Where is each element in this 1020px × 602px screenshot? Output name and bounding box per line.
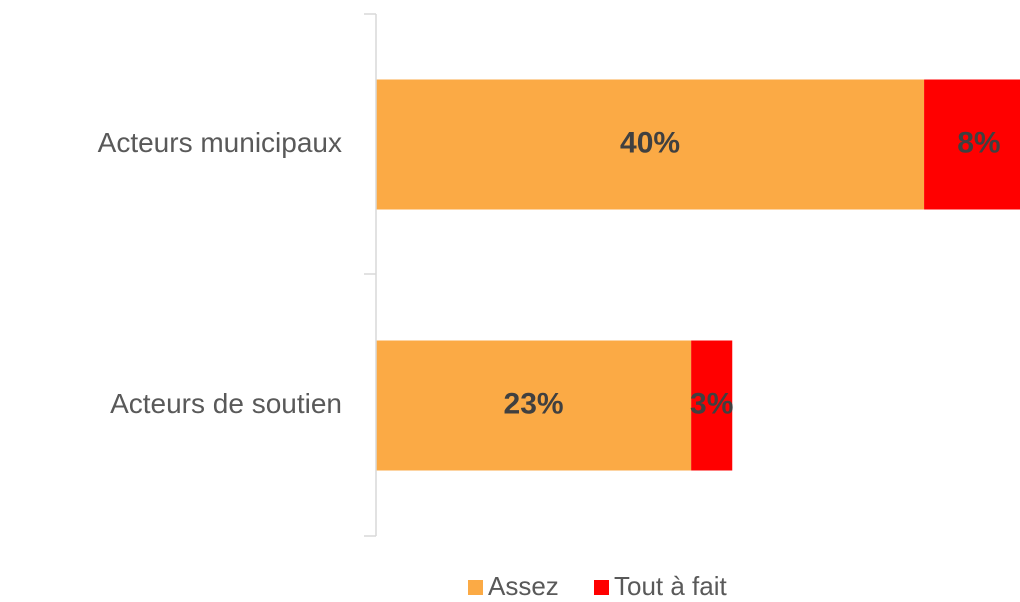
value-label: 23% bbox=[504, 387, 564, 420]
plot-area bbox=[376, 79, 1020, 471]
bar-segment bbox=[376, 340, 692, 471]
value-label: 8% bbox=[957, 126, 1000, 159]
category-label: Acteurs de soutien bbox=[110, 388, 342, 419]
value-label: 3% bbox=[690, 387, 733, 420]
bar-segment bbox=[376, 79, 925, 210]
legend-label: Tout à fait bbox=[614, 571, 728, 601]
value-label: 40% bbox=[620, 126, 680, 159]
legend-swatch bbox=[594, 580, 609, 595]
category-label: Acteurs municipaux bbox=[98, 127, 342, 158]
bar-segment bbox=[924, 79, 1020, 210]
bar-segment bbox=[691, 340, 733, 471]
category-axis bbox=[364, 13, 377, 537]
legend-swatch bbox=[468, 580, 483, 595]
legend-label: Assez bbox=[488, 571, 559, 601]
